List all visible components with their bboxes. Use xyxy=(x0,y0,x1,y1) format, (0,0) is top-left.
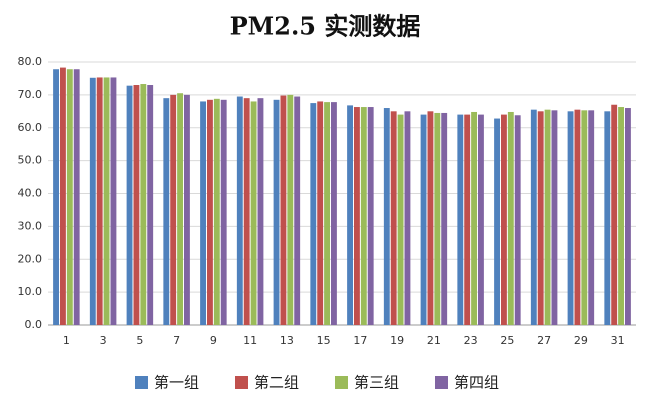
bar xyxy=(331,102,337,325)
bar xyxy=(420,114,427,325)
bar xyxy=(177,93,184,325)
bar xyxy=(73,69,80,325)
bar xyxy=(551,110,558,325)
bar xyxy=(390,111,397,325)
bar xyxy=(236,96,243,325)
bar xyxy=(96,77,103,325)
bar xyxy=(581,110,588,325)
bar xyxy=(280,95,287,325)
y-tick-label: 30.0 xyxy=(18,219,43,232)
bar xyxy=(140,84,147,326)
bar xyxy=(434,112,441,325)
bar xyxy=(567,111,574,325)
x-tick-label: 31 xyxy=(611,334,625,347)
x-tick-label: 21 xyxy=(427,334,441,347)
bar xyxy=(200,101,206,325)
bar xyxy=(287,94,294,325)
legend-swatch xyxy=(335,376,348,389)
x-tick-label: 15 xyxy=(317,334,331,347)
x-tick-label: 11 xyxy=(243,334,257,347)
bar xyxy=(618,107,625,325)
y-tick-label: 70.0 xyxy=(18,88,43,101)
bar xyxy=(317,101,324,325)
bar xyxy=(427,111,434,325)
bar xyxy=(544,109,551,325)
bar xyxy=(514,115,521,325)
legend-label: 第三组 xyxy=(354,374,399,392)
bar xyxy=(66,69,73,325)
bar xyxy=(53,69,59,325)
bar xyxy=(604,111,611,325)
bar xyxy=(206,99,213,326)
bar xyxy=(500,114,507,325)
x-tick-label: 17 xyxy=(353,334,367,347)
x-tick-label: 19 xyxy=(390,334,404,347)
bar xyxy=(310,103,317,325)
y-tick-label: 50.0 xyxy=(18,154,43,167)
y-tick-label: 40.0 xyxy=(18,187,43,200)
x-tick-label: 23 xyxy=(464,334,478,347)
bar xyxy=(110,77,117,325)
legend-label: 第四组 xyxy=(454,374,499,392)
bar xyxy=(59,67,66,326)
bar xyxy=(257,98,264,325)
bar xyxy=(163,98,170,325)
x-tick-label: 13 xyxy=(280,334,294,347)
legend-swatch xyxy=(435,376,448,389)
bar xyxy=(170,94,177,325)
bar xyxy=(243,98,250,325)
bar xyxy=(294,96,301,325)
bar xyxy=(625,108,631,326)
x-tick-label: 27 xyxy=(537,334,551,347)
legend-swatch xyxy=(235,376,248,389)
x-tick-label: 9 xyxy=(210,334,217,347)
chart-title: PM2.5 实测数据 xyxy=(230,12,421,41)
bar xyxy=(133,85,140,325)
bar xyxy=(273,99,280,326)
bar xyxy=(588,110,595,325)
y-tick-label: 0.0 xyxy=(25,318,43,331)
y-tick-label: 60.0 xyxy=(18,121,43,134)
x-tick-label: 25 xyxy=(500,334,514,347)
bar xyxy=(126,85,133,325)
bar xyxy=(147,85,154,325)
x-tick-label: 1 xyxy=(63,334,70,347)
bar xyxy=(103,77,110,325)
bar xyxy=(367,107,374,325)
bar xyxy=(250,101,257,325)
y-tick-label: 80.0 xyxy=(18,55,43,68)
bar xyxy=(89,77,96,325)
x-tick-label: 7 xyxy=(173,334,180,347)
bar xyxy=(441,112,448,325)
bar xyxy=(220,99,227,326)
y-tick-label: 10.0 xyxy=(18,285,43,298)
y-tick-label: 20.0 xyxy=(18,252,43,265)
bar xyxy=(507,111,514,325)
bar xyxy=(383,108,390,326)
bar xyxy=(574,109,581,325)
bar xyxy=(397,114,404,325)
bar xyxy=(353,107,360,325)
bar xyxy=(494,118,500,325)
bar xyxy=(347,105,353,326)
x-tick-label: 3 xyxy=(100,334,107,347)
bar xyxy=(404,111,411,325)
bar xyxy=(478,114,484,325)
x-tick-label: 5 xyxy=(136,334,143,347)
bar xyxy=(471,111,478,325)
bar xyxy=(611,104,618,325)
legend-label: 第一组 xyxy=(154,374,199,392)
bar xyxy=(213,98,220,325)
x-tick-label: 29 xyxy=(574,334,588,347)
bar xyxy=(360,107,367,325)
bar xyxy=(457,114,464,325)
bar xyxy=(324,102,331,325)
bar xyxy=(537,111,544,325)
legend-swatch xyxy=(135,376,148,389)
bar xyxy=(530,109,537,325)
bar xyxy=(464,114,471,325)
bar xyxy=(184,94,190,325)
legend-label: 第二组 xyxy=(254,374,299,392)
